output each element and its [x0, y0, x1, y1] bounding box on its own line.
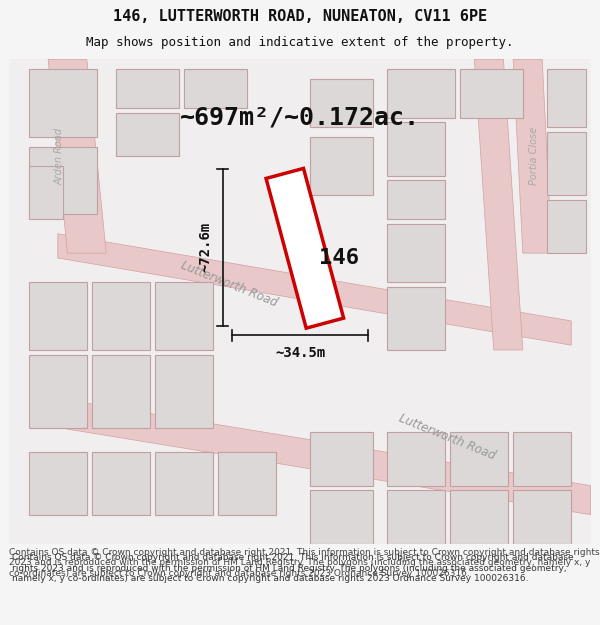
Text: 146, LUTTERWORTH ROAD, NUNEATON, CV11 6PE: 146, LUTTERWORTH ROAD, NUNEATON, CV11 6P…	[113, 9, 487, 24]
Text: Lutterworth Road: Lutterworth Road	[397, 412, 497, 462]
Polygon shape	[310, 432, 373, 486]
Polygon shape	[387, 491, 445, 544]
Polygon shape	[48, 59, 106, 253]
Polygon shape	[387, 122, 445, 176]
Text: Contains OS data © Crown copyright and database right 2021. This information is : Contains OS data © Crown copyright and d…	[9, 548, 599, 578]
Text: 146: 146	[319, 248, 359, 268]
Polygon shape	[29, 452, 87, 515]
Polygon shape	[387, 287, 445, 350]
Polygon shape	[513, 491, 571, 544]
Text: ~72.6m: ~72.6m	[198, 222, 212, 272]
Polygon shape	[116, 69, 179, 108]
Polygon shape	[475, 59, 523, 350]
Polygon shape	[58, 399, 590, 515]
Polygon shape	[116, 112, 179, 156]
Polygon shape	[387, 69, 455, 118]
Polygon shape	[155, 452, 213, 515]
Text: Map shows position and indicative extent of the property.: Map shows position and indicative extent…	[86, 36, 514, 49]
Polygon shape	[450, 491, 508, 544]
Polygon shape	[450, 432, 508, 486]
Polygon shape	[29, 166, 62, 219]
Text: ~34.5m: ~34.5m	[275, 346, 325, 360]
Polygon shape	[387, 181, 445, 219]
Polygon shape	[92, 355, 150, 428]
Polygon shape	[29, 146, 97, 214]
Polygon shape	[29, 69, 97, 137]
Polygon shape	[266, 168, 344, 328]
Text: Lutterworth Road: Lutterworth Road	[179, 259, 280, 309]
Text: ~697m²/~0.172ac.: ~697m²/~0.172ac.	[180, 106, 420, 129]
Polygon shape	[387, 224, 445, 282]
Polygon shape	[184, 69, 247, 108]
Polygon shape	[92, 282, 150, 350]
Polygon shape	[547, 132, 586, 195]
Polygon shape	[92, 452, 150, 515]
Text: Contains OS data © Crown copyright and database right 2021. This information is : Contains OS data © Crown copyright and d…	[12, 554, 574, 583]
Polygon shape	[547, 69, 586, 128]
Polygon shape	[218, 452, 276, 515]
Polygon shape	[310, 491, 373, 544]
Polygon shape	[155, 355, 213, 428]
Polygon shape	[310, 137, 373, 195]
Polygon shape	[29, 282, 87, 350]
Polygon shape	[310, 79, 373, 128]
Polygon shape	[29, 355, 87, 428]
Text: Arden Road: Arden Road	[55, 127, 65, 185]
Text: Portia Close: Portia Close	[529, 127, 539, 186]
Polygon shape	[513, 59, 552, 253]
Polygon shape	[513, 432, 571, 486]
Polygon shape	[460, 69, 523, 118]
Polygon shape	[547, 200, 586, 253]
Polygon shape	[387, 432, 445, 486]
Polygon shape	[155, 282, 213, 350]
Polygon shape	[58, 234, 571, 345]
